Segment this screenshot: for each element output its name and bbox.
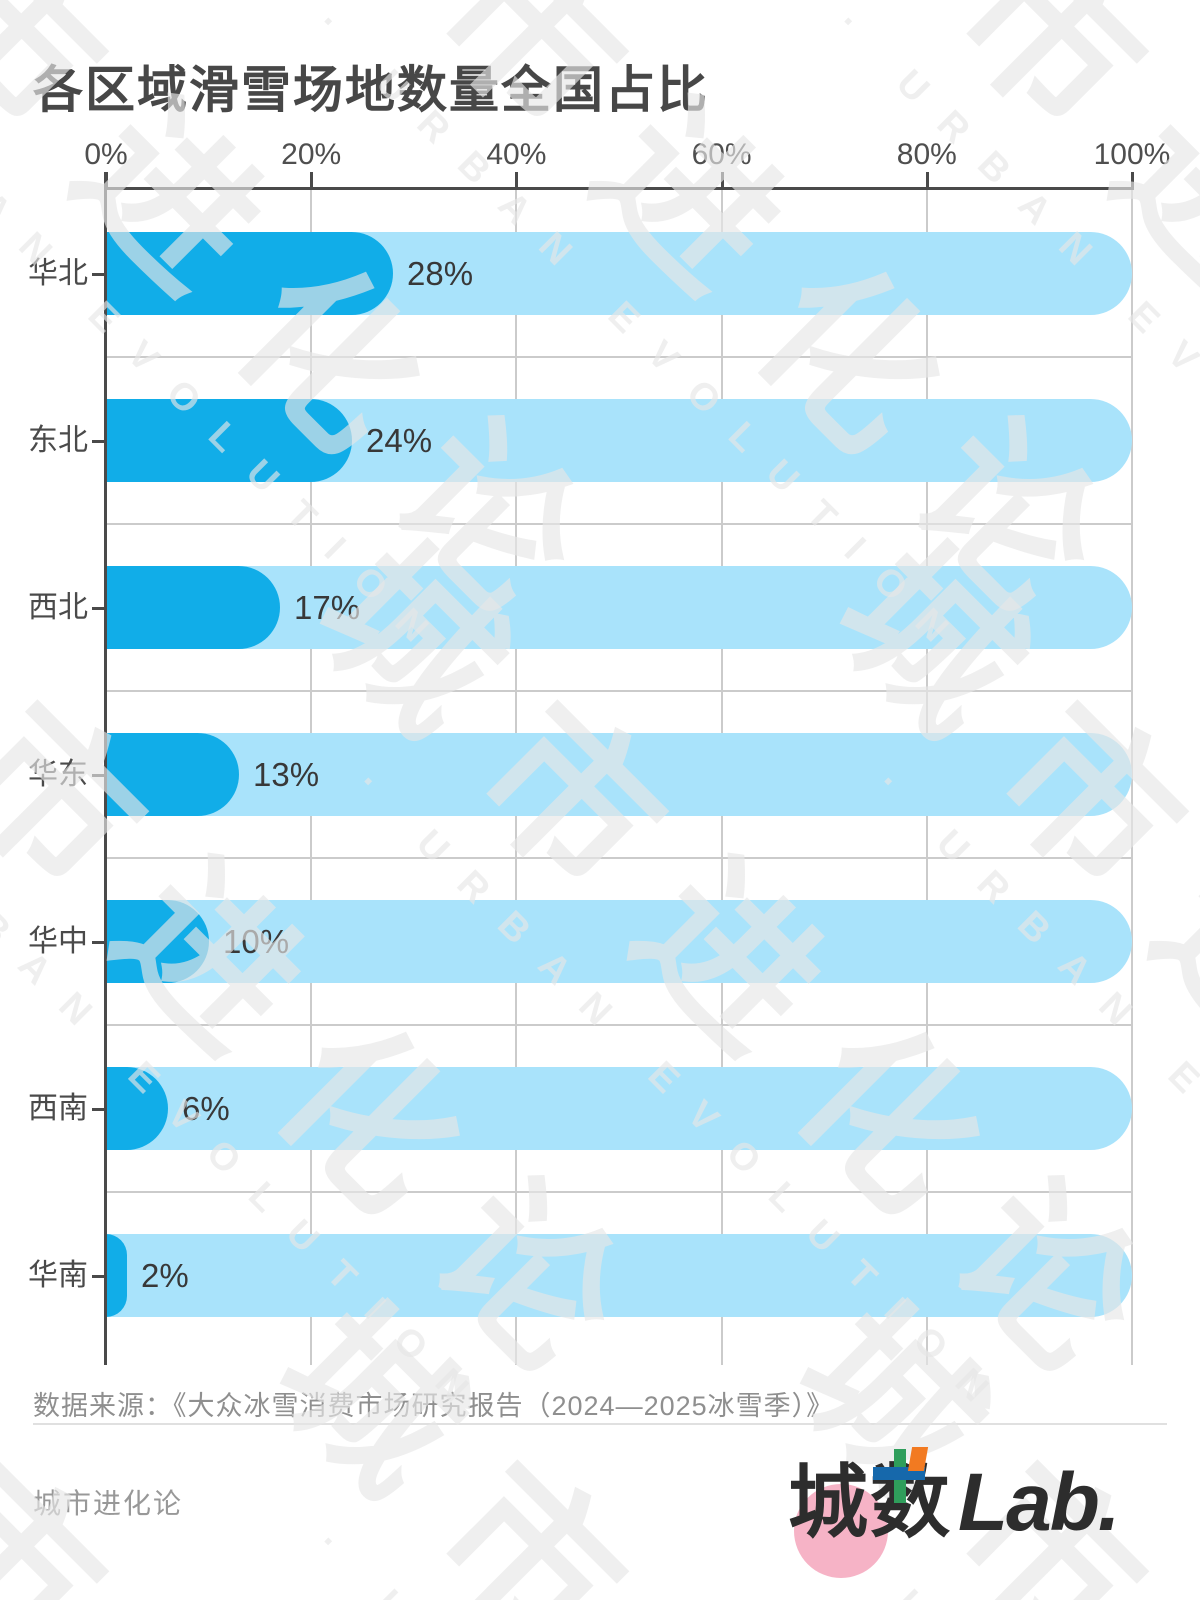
- category-label: 华中: [28, 925, 88, 958]
- bar-fill: [106, 566, 280, 649]
- x-axis-tick: [515, 172, 519, 187]
- logo-lab-text: Lab.: [958, 1457, 1121, 1548]
- category-tick: [92, 440, 105, 443]
- logo-pink-circle: [794, 1484, 888, 1578]
- category-label: 东北: [28, 424, 88, 457]
- gridline-horizontal: [106, 356, 1132, 358]
- category-tick: [92, 607, 105, 610]
- x-tick-label: 60%: [691, 138, 752, 171]
- gridline-horizontal: [106, 857, 1132, 859]
- bar-track: [106, 733, 1132, 816]
- x-tick-label: 100%: [1093, 138, 1171, 171]
- category-tick: [92, 941, 105, 944]
- value-label: 10%: [223, 923, 290, 960]
- bar-fill: [106, 733, 239, 816]
- category-tick: [92, 774, 105, 777]
- brand-name: 城市进化论: [33, 1488, 184, 1519]
- category-tick: [92, 273, 105, 276]
- value-label: 17%: [294, 589, 361, 626]
- logo-char-shu: 数: [870, 1447, 950, 1543]
- category-label: 西南: [28, 1092, 88, 1125]
- x-tick-label: 20%: [281, 138, 342, 171]
- category-tick: [92, 1108, 105, 1111]
- bar-fill: [106, 1234, 127, 1317]
- x-tick-label: 40%: [486, 138, 547, 171]
- x-axis-tick: [1131, 172, 1134, 187]
- x-tick-label: 80%: [896, 138, 957, 171]
- x-axis-tick: [925, 172, 929, 187]
- bar-track: [106, 1067, 1132, 1150]
- bar-fill: [106, 399, 352, 482]
- category-label: 华东: [28, 758, 88, 791]
- x-axis-line: [104, 187, 1134, 190]
- brand-logo: 城 数 Lab.: [788, 1446, 1121, 1578]
- gridline-horizontal: [106, 1024, 1132, 1026]
- chart-title: 各区域滑雪场地数量全国占比: [33, 62, 709, 118]
- bar-fill: [106, 232, 393, 315]
- value-label: 6%: [182, 1090, 230, 1127]
- value-label: 24%: [366, 422, 433, 459]
- y-axis-line: [104, 172, 107, 1365]
- category-label: 华南: [28, 1259, 88, 1292]
- bar-track: [106, 1234, 1132, 1317]
- value-label: 13%: [253, 756, 320, 793]
- logo-char-cheng: 城: [788, 1458, 868, 1547]
- value-label: 28%: [407, 255, 474, 292]
- data-source-text: 数据来源：《大众冰雪消费市场研究报告（2024—2025冰雪季）》: [33, 1391, 835, 1421]
- x-axis-tick: [105, 172, 108, 187]
- category-label: 西北: [28, 591, 88, 624]
- logo-text: 城 数 Lab.: [788, 1447, 1121, 1548]
- x-axis-tick: [720, 172, 724, 187]
- gridline-horizontal: [106, 690, 1132, 692]
- value-label: 2%: [141, 1257, 189, 1294]
- footer-divider: [33, 1423, 1167, 1425]
- gridline-horizontal: [106, 523, 1132, 525]
- bar-fill: [106, 900, 209, 983]
- bar-track: [106, 900, 1132, 983]
- gridline-vertical: [1131, 190, 1133, 1365]
- x-axis-tick: [310, 172, 314, 187]
- category-label: 华北: [28, 257, 88, 290]
- x-tick-label: 0%: [84, 138, 128, 171]
- gridline-horizontal: [106, 1191, 1132, 1193]
- category-tick: [92, 1275, 105, 1278]
